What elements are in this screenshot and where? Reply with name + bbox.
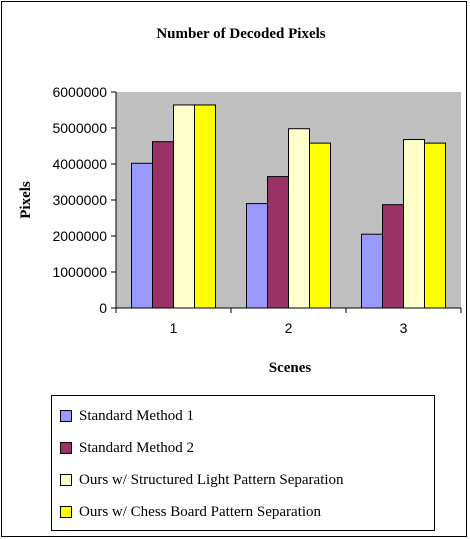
legend-item: Ours w/ Structured Light Pattern Separat… (52, 464, 434, 496)
legend-label: Standard Method 2 (79, 439, 194, 456)
legend-swatch (60, 442, 72, 454)
x-ticks-group: 1 2 3 (115, 308, 462, 336)
bar (173, 104, 195, 309)
y-tick-label: 4000000 (52, 156, 107, 172)
legend-swatch (60, 506, 72, 518)
legend-swatch (60, 410, 72, 422)
bar (309, 142, 331, 309)
y-tick-label: 0 (99, 300, 107, 316)
x-tick-label: 2 (285, 320, 293, 336)
bar (194, 104, 216, 309)
bar (152, 141, 174, 309)
y-tick-label: 3000000 (52, 192, 107, 208)
legend-item: Ours w/ Chess Board Pattern Separation (52, 496, 434, 528)
legend-item: Standard Method 2 (52, 432, 434, 464)
y-axis-title: Pixels (18, 181, 34, 219)
y-tick-label: 6000000 (52, 84, 107, 100)
y-ticks-group: 0 1000000 2000000 3000000 4000000 5000000 6000… (52, 84, 116, 316)
bar (361, 233, 383, 309)
legend-label: Ours w/ Structured Light Pattern Separat… (79, 471, 344, 488)
y-tick-label: 2000000 (52, 228, 107, 244)
legend: Standard Method 1 Standard Method 2 Ours… (51, 395, 435, 531)
bar (403, 139, 425, 309)
y-tick-label: 1000000 (52, 264, 107, 280)
bar (382, 204, 404, 309)
legend-label: Standard Method 1 (79, 407, 194, 424)
legend-item: Standard Method 1 (52, 400, 434, 432)
x-axis-title: Scenes (269, 360, 312, 376)
legend-swatch (60, 474, 72, 486)
bar (246, 203, 268, 309)
bar (267, 176, 289, 309)
x-tick-label: 3 (400, 320, 408, 336)
bar (288, 128, 310, 309)
x-tick-label: 1 (170, 320, 178, 336)
chart-title: Number of Decoded Pixels (156, 26, 325, 42)
bar (424, 142, 446, 309)
bars-group (131, 104, 446, 309)
legend-label: Ours w/ Chess Board Pattern Separation (79, 503, 322, 520)
bar (131, 162, 153, 309)
y-tick-label: 5000000 (52, 120, 107, 136)
